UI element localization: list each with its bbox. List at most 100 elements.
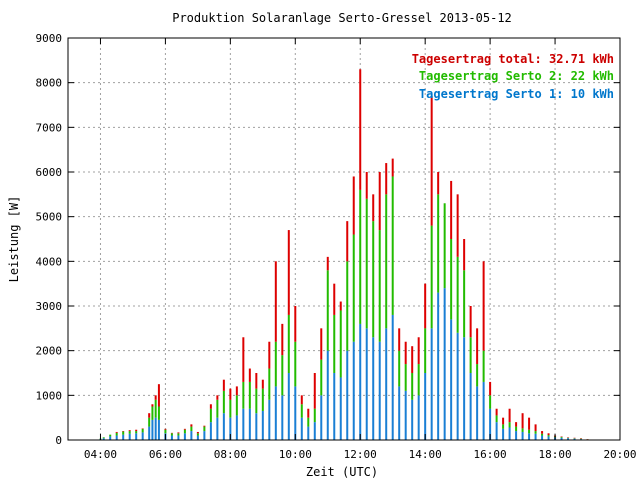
- bar-serto-2: [294, 342, 296, 387]
- bar-serto-1: [301, 418, 303, 440]
- bar-total: [151, 404, 153, 406]
- bar-serto-1: [268, 400, 270, 440]
- bar-total: [129, 430, 131, 431]
- bar-serto-2: [346, 261, 348, 350]
- chart-title: Produktion Solaranlage Serto-Gressel 201…: [172, 11, 512, 25]
- bar-total: [184, 429, 186, 430]
- bar-serto-1: [431, 328, 433, 440]
- bar-total: [242, 337, 244, 382]
- bar-serto-1: [509, 427, 511, 440]
- bar-serto-1: [444, 288, 446, 440]
- bar-total: [424, 284, 426, 329]
- bar-serto-2: [109, 435, 111, 437]
- x-tick-label: 08:00: [214, 448, 247, 461]
- legend-serto-2: Tagesertrag Serto 2: 22 kWh: [419, 69, 614, 83]
- x-tick-label: 10:00: [279, 448, 312, 461]
- bar-serto-1: [155, 418, 157, 440]
- bar-serto-2: [476, 364, 478, 386]
- bar-serto-2: [122, 432, 124, 435]
- bar-total: [255, 373, 257, 389]
- bar-serto-2: [457, 257, 459, 333]
- bar-serto-2: [502, 424, 504, 428]
- bar-serto-2: [229, 400, 231, 418]
- bar-total: [327, 257, 329, 270]
- bar-serto-1: [457, 333, 459, 440]
- bar-serto-2: [177, 433, 179, 435]
- bar-serto-1: [372, 337, 374, 440]
- x-tick-label: 12:00: [344, 448, 377, 461]
- bar-serto-1: [190, 431, 192, 440]
- bar-serto-1: [203, 431, 205, 440]
- bar-serto-1: [129, 434, 131, 440]
- bar-serto-1: [463, 337, 465, 440]
- bar-serto-2: [223, 391, 225, 413]
- bar-serto-2: [483, 351, 485, 382]
- bar-serto-1: [249, 409, 251, 440]
- bar-serto-1: [210, 422, 212, 440]
- bar-serto-2: [203, 427, 205, 431]
- bar-serto-1: [476, 386, 478, 440]
- bar-serto-2: [210, 409, 212, 422]
- bar-serto-1: [535, 434, 537, 440]
- bar-serto-2: [314, 409, 316, 422]
- bar-serto-2: [103, 437, 105, 438]
- bar-serto-1: [411, 400, 413, 440]
- y-tick-label: 8000: [36, 77, 63, 90]
- bar-total: [470, 306, 472, 337]
- bar-total: [216, 395, 218, 399]
- bar-serto-1: [158, 420, 160, 440]
- bar-serto-1: [171, 436, 173, 440]
- x-tick-label: 16:00: [474, 448, 507, 461]
- bar-total: [190, 424, 192, 426]
- bar-serto-1: [320, 395, 322, 440]
- bar-serto-2: [470, 337, 472, 373]
- bar-serto-2: [135, 431, 137, 433]
- bar-total: [294, 306, 296, 342]
- bar-serto-1: [184, 433, 186, 440]
- bar-serto-2: [522, 428, 524, 432]
- bar-serto-1: [262, 411, 264, 440]
- y-tick-label: 1000: [36, 389, 63, 402]
- bar-total: [210, 404, 212, 408]
- legend-serto-1: Tagesertrag Serto 1: 10 kWh: [419, 87, 614, 101]
- y-tick-label: 0: [55, 434, 62, 447]
- bar-total: [229, 389, 231, 400]
- bar-serto-1: [359, 324, 361, 440]
- bar-serto-1: [405, 391, 407, 440]
- bar-serto-2: [236, 395, 238, 415]
- bar-serto-1: [385, 328, 387, 440]
- bar-total: [249, 369, 251, 382]
- bar-total: [489, 382, 491, 395]
- bar-total: [353, 176, 355, 234]
- y-tick-label: 7000: [36, 121, 63, 134]
- bar-total: [359, 69, 361, 190]
- bar-serto-2: [171, 433, 173, 435]
- bar-serto-2: [320, 360, 322, 396]
- y-tick-label: 2000: [36, 345, 63, 358]
- bar-serto-2: [142, 429, 144, 433]
- bar-serto-2: [158, 407, 160, 420]
- bar-total: [450, 181, 452, 239]
- bar-serto-2: [255, 389, 257, 414]
- bar-total: [437, 172, 439, 194]
- bar-serto-2: [281, 355, 283, 395]
- bar-serto-2: [418, 364, 420, 395]
- bar-total: [288, 230, 290, 315]
- bar-serto-1: [450, 319, 452, 440]
- bar-serto-1: [366, 328, 368, 440]
- bar-serto-1: [148, 427, 150, 440]
- bar-total: [411, 346, 413, 373]
- bar-total: [203, 426, 205, 427]
- bar-serto-2: [268, 369, 270, 400]
- bar-total: [405, 342, 407, 364]
- bar-serto-2: [327, 270, 329, 350]
- bar-total: [148, 413, 150, 417]
- bar-total: [548, 433, 550, 435]
- bar-total: [135, 430, 137, 431]
- bar-total: [515, 422, 517, 426]
- bar-total: [398, 328, 400, 350]
- bar-serto-2: [509, 422, 511, 427]
- bar-total: [346, 221, 348, 261]
- bar-total: [320, 328, 322, 359]
- bar-serto-1: [116, 436, 118, 440]
